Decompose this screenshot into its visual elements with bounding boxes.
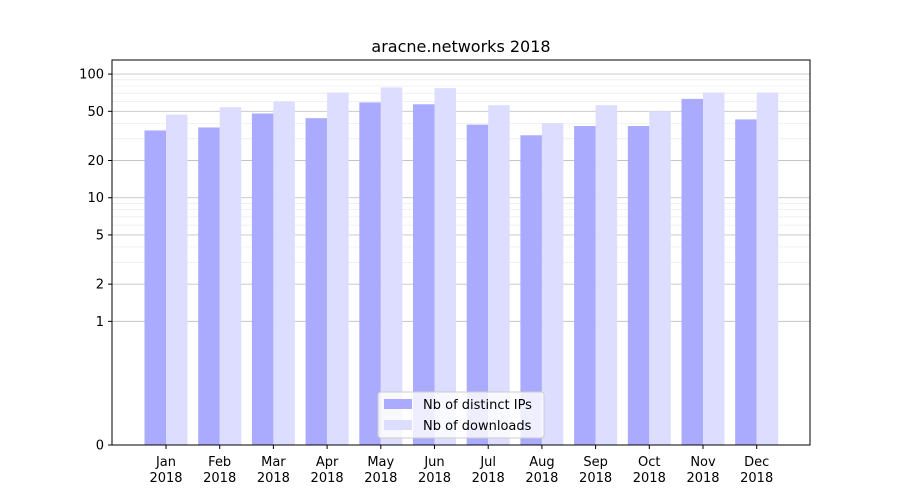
- x-tick-label: Dec 2018: [740, 455, 773, 486]
- x-tick-label: Nov 2018: [686, 455, 719, 486]
- legend-label: Nb of distinct IPs: [423, 398, 532, 413]
- legend-swatch: [384, 420, 412, 430]
- y-tick-label: 1: [96, 315, 104, 330]
- bar-downloads: [541, 123, 564, 445]
- bar-distinct-ips: [305, 118, 328, 446]
- bar-distinct-ips: [735, 119, 757, 445]
- plot-frame: [111, 59, 811, 446]
- legend-swatch: [384, 399, 412, 409]
- x-axis: Jan 2018 Feb 2018 Mar 2018 Apr 2018 May 2018 Jun 20…: [149, 445, 773, 486]
- bar-distinct-ips: [144, 130, 166, 445]
- legend: Nb of distinct IPs Nb of downloads: [377, 391, 545, 439]
- legend-label: Nb of downloads: [423, 419, 532, 434]
- bar-downloads: [273, 101, 295, 445]
- bar-downloads: [649, 111, 671, 445]
- chart-title: aracne.networks 2018: [371, 37, 550, 56]
- y-tick-label: 20: [87, 154, 104, 169]
- x-tick-label: Jul 2018: [472, 455, 505, 486]
- y-tick-label: 2: [96, 278, 104, 293]
- bar-downloads: [703, 92, 725, 446]
- x-tick-label: Apr 2018: [311, 455, 344, 486]
- bars: [144, 87, 779, 446]
- bar-downloads: [219, 107, 242, 445]
- bar-distinct-ips: [413, 104, 435, 445]
- bar-distinct-ips: [627, 126, 650, 445]
- x-tick-label: May 2018: [364, 455, 397, 486]
- bar-downloads: [327, 92, 349, 446]
- bar-distinct-ips: [574, 126, 596, 445]
- x-tick-label: Jun 2018: [418, 455, 451, 486]
- bar-downloads: [434, 88, 456, 446]
- bar-downloads: [166, 114, 188, 445]
- y-tick-label: 10: [87, 191, 104, 206]
- x-tick-label: Aug 2018: [525, 455, 558, 486]
- bar-downloads: [756, 92, 779, 446]
- bar-downloads: [488, 105, 510, 445]
- x-tick-label: Mar 2018: [257, 455, 290, 486]
- bar-downloads: [595, 105, 618, 445]
- y-axis: 0 1 2 5 10 20 50 100: [79, 68, 112, 454]
- bar-downloads: [380, 87, 403, 446]
- x-tick-label: Oct 2018: [633, 455, 666, 486]
- x-tick-label: Feb 2018: [203, 455, 236, 486]
- x-tick-label: Jan 2018: [149, 455, 182, 486]
- bar-distinct-ips: [466, 124, 489, 445]
- y-tick-label: 100: [79, 68, 104, 83]
- legend-box: [377, 391, 545, 439]
- bar-distinct-ips: [520, 135, 542, 445]
- bar-distinct-ips: [198, 127, 220, 446]
- bar-distinct-ips: [251, 113, 274, 446]
- bar-distinct-ips: [681, 98, 703, 445]
- y-tick-label: 0: [96, 439, 104, 454]
- y-tick-label: 5: [96, 228, 104, 243]
- bar-distinct-ips: [359, 102, 381, 445]
- y-tick-label: 50: [87, 105, 104, 120]
- x-tick-label: Sep 2018: [579, 455, 612, 486]
